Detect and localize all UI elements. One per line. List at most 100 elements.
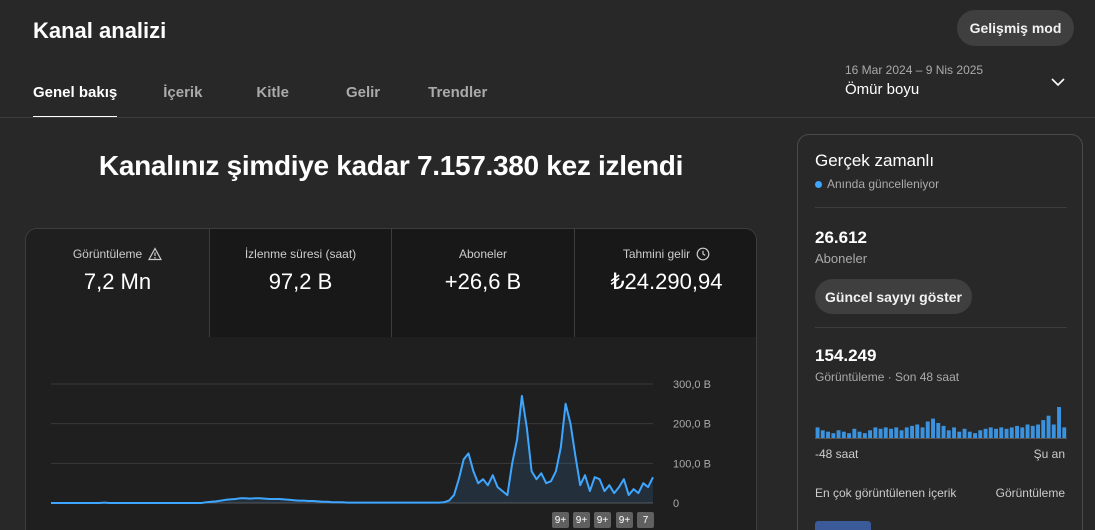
video-marker-badge[interactable]: 9+: [594, 512, 611, 528]
metric-views-label: Görüntüleme: [72, 247, 143, 261]
realtime-subscribers-value: 26.612: [815, 228, 867, 247]
page-title: Kanal analizi: [33, 18, 167, 43]
realtime-bar[interactable]: [862, 433, 867, 439]
realtime-bar[interactable]: [852, 428, 857, 439]
tab-trends[interactable]: Trendler: [428, 84, 488, 101]
realtime-bar[interactable]: [868, 430, 872, 439]
realtime-bar[interactable]: [999, 427, 1004, 439]
realtime-bar[interactable]: [1015, 425, 1019, 439]
realtime-bar[interactable]: [847, 433, 851, 439]
realtime-bar[interactable]: [831, 433, 836, 439]
realtime-bar[interactable]: [1020, 427, 1025, 439]
metric-views[interactable]: Görüntüleme 7,2 Mn: [26, 229, 209, 337]
realtime-bar[interactable]: [857, 431, 862, 439]
realtime-bar[interactable]: [894, 427, 899, 439]
realtime-bar[interactable]: [925, 421, 930, 440]
realtime-bar[interactable]: [941, 425, 946, 439]
metric-revenue-value: ₺24.290,94: [610, 269, 723, 294]
realtime-bar[interactable]: [1009, 427, 1014, 439]
realtime-bar[interactable]: [1036, 424, 1040, 440]
realtime-bar[interactable]: [962, 428, 967, 439]
total-views-headline: Kanalınız şimdiye kadar 7.157.380 kez iz…: [98, 150, 684, 181]
metric-watch-time-value: 97,2 B: [268, 269, 333, 294]
realtime-bar[interactable]: [957, 431, 962, 439]
realtime-bar[interactable]: [1057, 407, 1061, 439]
y-tick-label: 200,0 B: [673, 419, 711, 431]
realtime-bar[interactable]: [883, 427, 888, 439]
realtime-bar[interactable]: [967, 431, 972, 439]
realtime-bar[interactable]: [826, 431, 830, 439]
realtime-bar[interactable]: [920, 427, 925, 439]
realtime-bar[interactable]: [973, 433, 977, 439]
top-content-label: En çok görüntülenen içerik: [815, 486, 957, 500]
video-marker-badge[interactable]: 9+: [616, 512, 633, 528]
realtime-bar[interactable]: [1025, 424, 1030, 440]
top-content-metric: Görüntüleme: [995, 486, 1065, 500]
realtime-bar[interactable]: [820, 430, 825, 439]
realtime-bar[interactable]: [1004, 428, 1009, 439]
video-marker-badge[interactable]: 9+: [552, 512, 569, 528]
realtime-bar[interactable]: [983, 428, 988, 439]
realtime-bar[interactable]: [904, 427, 909, 439]
period-selector[interactable]: Ömür boyu: [845, 81, 920, 98]
clock-icon[interactable]: [696, 247, 710, 261]
realtime-bar[interactable]: [889, 428, 893, 439]
realtime-bar[interactable]: [899, 430, 904, 439]
realtime-bar[interactable]: [988, 427, 993, 439]
tab-revenue[interactable]: Gelir: [345, 84, 381, 101]
show-live-count-button[interactable]: Güncel sayıyı göster: [815, 279, 972, 314]
video-marker-badge[interactable]: 7: [637, 512, 654, 528]
realtime-bar[interactable]: [1041, 420, 1046, 439]
tab-content[interactable]: İçerik: [163, 84, 203, 101]
top-content-thumbnail[interactable]: [815, 521, 871, 530]
metric-subscribers[interactable]: Aboneler +26,6 B: [391, 229, 574, 337]
metric-subscribers-value: +26,6 B: [444, 269, 522, 294]
realtime-bar[interactable]: [1051, 424, 1056, 440]
realtime-bar[interactable]: [878, 428, 883, 439]
realtime-bar[interactable]: [952, 427, 956, 439]
realtime-bar[interactable]: [1046, 415, 1051, 439]
realtime-views-value: 154.249: [815, 346, 877, 365]
advanced-mode-button[interactable]: Gelişmiş mod: [957, 10, 1074, 46]
realtime-bar[interactable]: [815, 427, 820, 439]
warning-icon[interactable]: [148, 247, 163, 261]
tab-overview[interactable]: Genel bakış: [33, 84, 118, 118]
realtime-bar[interactable]: [978, 430, 983, 439]
realtime-bar[interactable]: [936, 423, 941, 439]
realtime-bar[interactable]: [994, 428, 998, 439]
y-tick-label: 0: [673, 498, 679, 510]
realtime-divider: [815, 207, 1067, 208]
realtime-bar[interactable]: [1030, 425, 1035, 439]
realtime-bar[interactable]: [841, 431, 846, 439]
tab-bar: Genel bakış İçerik Kitle Gelir Trendler: [33, 84, 487, 118]
y-tick-label: 300,0 B: [673, 379, 711, 391]
tab-audience[interactable]: Kitle: [256, 84, 289, 101]
date-range-text[interactable]: 16 Mar 2024 – 9 Nis 2025: [845, 63, 984, 77]
realtime-bar[interactable]: [873, 427, 878, 439]
views-area: [51, 395, 653, 503]
metrics-card: Görüntüleme 7,2 Mn İzlenme süresi (saat)…: [25, 228, 757, 530]
realtime-views-label: Görüntüleme · Son 48 saat: [815, 370, 960, 384]
metric-views-value: 7,2 Mn: [83, 269, 152, 294]
metric-revenue[interactable]: Tahmini gelir ₺24.290,94: [574, 229, 756, 337]
metric-revenue-label: Tahmini gelir: [622, 247, 691, 261]
views-chart-svg[interactable]: 0 100,0 B 200,0 B 300,0 B: [26, 337, 757, 530]
realtime-bar[interactable]: [910, 425, 914, 439]
realtime-bar[interactable]: [931, 418, 935, 439]
realtime-bar[interactable]: [915, 424, 920, 440]
realtime-bar[interactable]: [946, 430, 951, 439]
realtime-title: Gerçek zamanlı: [815, 151, 935, 170]
y-tick-label: 100,0 B: [673, 458, 711, 470]
metric-watch-time[interactable]: İzlenme süresi (saat) 97,2 B: [209, 229, 391, 337]
views-chart[interactable]: 0 100,0 B 200,0 B 300,0 B: [26, 337, 757, 530]
header-divider: [0, 117, 1095, 118]
realtime-bar[interactable]: [836, 430, 841, 439]
video-marker-badge[interactable]: 9+: [573, 512, 590, 528]
realtime-subscribers-label: Aboneler: [815, 251, 868, 266]
views-line[interactable]: [51, 394, 654, 504]
realtime-axis-start: -48 saat: [815, 447, 859, 461]
realtime-bar-chart[interactable]: [815, 401, 1067, 439]
chevron-down-icon[interactable]: [1050, 74, 1066, 90]
realtime-bar[interactable]: [1062, 427, 1067, 439]
realtime-card: Gerçek zamanlı Anında güncelleniyor 26.6…: [797, 134, 1083, 530]
